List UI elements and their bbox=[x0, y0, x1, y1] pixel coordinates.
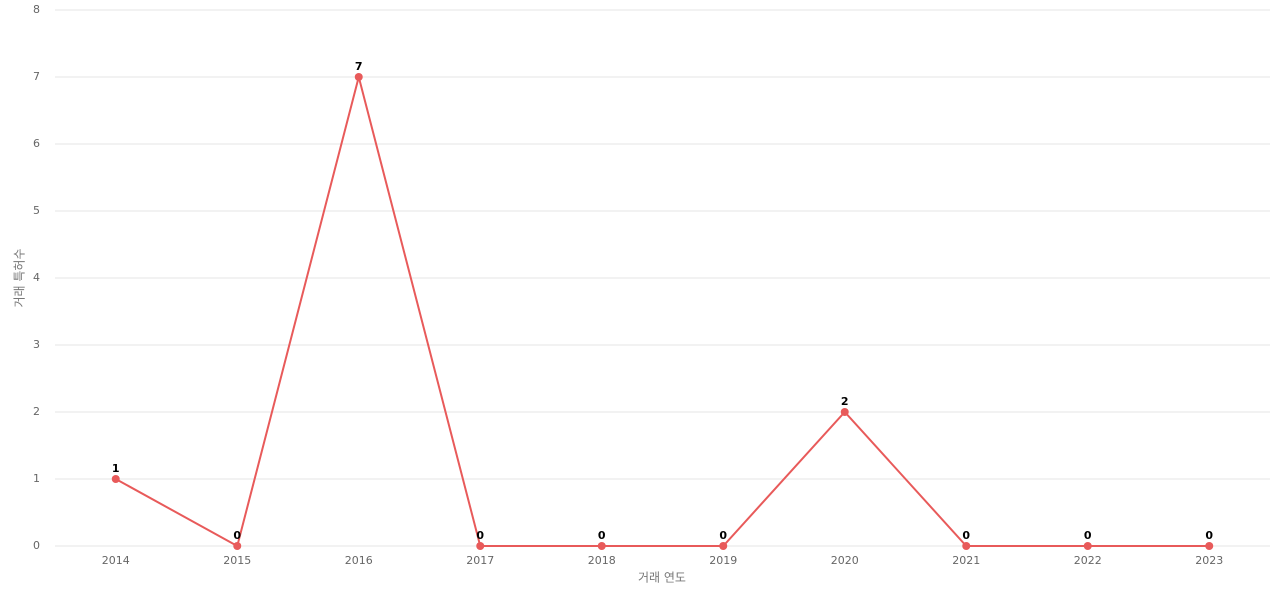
point bbox=[233, 542, 242, 550]
y-tick-label: 5 bbox=[33, 204, 40, 217]
data-label: 2 bbox=[841, 395, 849, 408]
data-label: 0 bbox=[1205, 529, 1213, 542]
y-tick-label: 1 bbox=[33, 472, 40, 485]
x-tick-label: 2015 bbox=[223, 554, 251, 567]
data-label: 0 bbox=[1084, 529, 1092, 542]
y-tick-label: 6 bbox=[33, 137, 40, 150]
data-label: 0 bbox=[719, 529, 727, 542]
y-axis-title: 거래 특허수 bbox=[13, 248, 27, 307]
x-tick-label: 2020 bbox=[831, 554, 859, 567]
data-label: 0 bbox=[598, 529, 606, 542]
x-tick-label: 2019 bbox=[709, 554, 737, 567]
y-tick-label: 4 bbox=[33, 271, 40, 284]
point bbox=[1083, 542, 1092, 550]
line bbox=[115, 73, 1210, 548]
x-tick-label: 2014 bbox=[102, 554, 130, 567]
y-tick-label: 7 bbox=[33, 70, 40, 83]
x-tick-label: 2016 bbox=[345, 554, 373, 567]
x-tick-label: 2023 bbox=[1195, 554, 1223, 567]
point bbox=[111, 475, 120, 483]
point bbox=[962, 542, 971, 550]
y-tick-label: 3 bbox=[33, 338, 40, 351]
data-label: 0 bbox=[233, 529, 241, 542]
y-tick-label: 0 bbox=[33, 539, 40, 552]
y-tick-label: 8 bbox=[33, 3, 40, 16]
point bbox=[597, 542, 606, 550]
x-axis-title: 거래 연도 bbox=[638, 571, 686, 585]
point bbox=[719, 542, 728, 550]
x-tick-label: 2018 bbox=[588, 554, 616, 567]
data-label: 0 bbox=[962, 529, 970, 542]
point bbox=[1205, 542, 1214, 550]
x-tick-label: 2021 bbox=[952, 554, 980, 567]
point bbox=[840, 408, 849, 416]
point bbox=[354, 73, 363, 81]
x-tick-label: 2017 bbox=[466, 554, 494, 567]
point bbox=[476, 542, 485, 550]
data-label: 0 bbox=[476, 529, 484, 542]
y-tick-label: 2 bbox=[33, 405, 40, 418]
x-tick-label: 2022 bbox=[1074, 554, 1102, 567]
data-label: 7 bbox=[355, 60, 363, 73]
data-label: 1 bbox=[112, 462, 120, 475]
